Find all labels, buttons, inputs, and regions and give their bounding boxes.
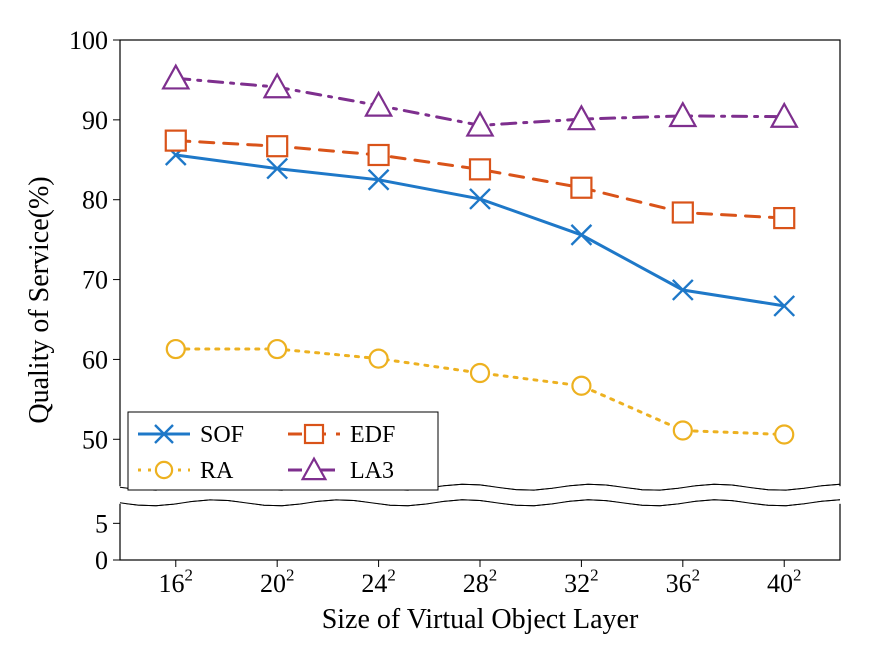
legend-label-SOF: SOF bbox=[200, 422, 244, 448]
x-tick-label: 202 bbox=[260, 565, 294, 598]
y-tick-label: 90 bbox=[82, 106, 108, 135]
y-tick-label: 100 bbox=[69, 26, 108, 55]
y-tick-label: 60 bbox=[82, 345, 108, 374]
y-tick-label: 50 bbox=[82, 425, 108, 454]
y-tick-label: 70 bbox=[82, 266, 108, 295]
legend-label-EDF: EDF bbox=[350, 422, 395, 448]
y-axis-label: Quality of Service(%) bbox=[24, 176, 55, 423]
y-tick-label: 80 bbox=[82, 186, 108, 215]
legend: SOF EDF RA LA3 bbox=[128, 412, 438, 490]
legend-label-LA3: LA3 bbox=[350, 458, 394, 484]
y-tick-label: 5 bbox=[95, 509, 108, 538]
chart-svg: 0 5 50 60 70 80 90 100 162 202 242 282 322 362 402 Qual… bbox=[0, 0, 875, 656]
x-tick-label: 242 bbox=[361, 565, 395, 598]
y-tick-label: 0 bbox=[95, 546, 108, 575]
x-axis-label: Size of Virtual Object Layer bbox=[322, 604, 639, 635]
x-tick-label: 402 bbox=[767, 565, 801, 598]
legend-label-RA: RA bbox=[200, 458, 234, 484]
x-tick-label: 362 bbox=[666, 565, 700, 598]
x-tick-label: 162 bbox=[159, 565, 193, 598]
x-tick-label: 282 bbox=[463, 565, 497, 598]
chart-container: 0 5 50 60 70 80 90 100 162 202 242 282 322 362 402 Qual… bbox=[0, 0, 875, 656]
x-tick-label: 322 bbox=[564, 565, 598, 598]
